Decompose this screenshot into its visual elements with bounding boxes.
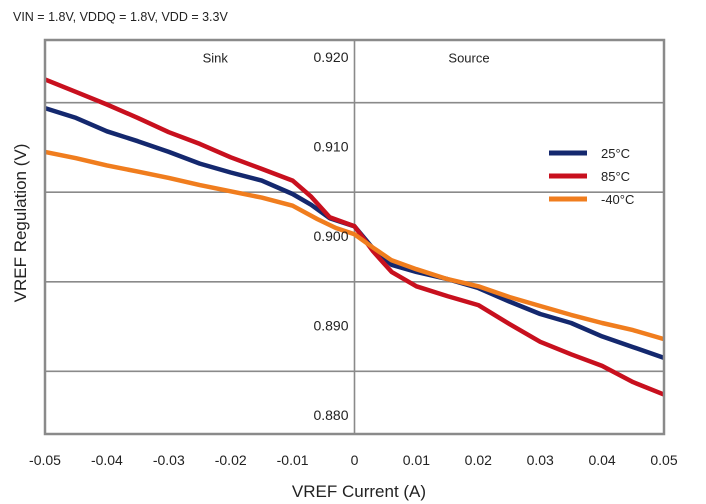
y-tick-label: 0.920 [313,49,348,65]
y-tick-labels: 0.920 0.910 0.900 0.890 0.880 [313,49,348,423]
y-axis-label: VREF Regulation (V) [11,144,30,303]
data-series [44,77,665,397]
series-line [44,77,665,397]
region-annotations: Sink Source [203,50,490,65]
x-tick-label: 0.04 [588,452,615,468]
y-tick-label: 0.910 [313,138,348,154]
x-tick-labels: -0.05 -0.04 -0.03 -0.02 -0.01 0 0.01 0.02 0.03 0.… [29,452,678,468]
x-tick-label: -0.02 [215,452,247,468]
chart-subtitle: VIN = 1.8V, VDDQ = 1.8V, VDD = 3.3V [13,10,228,24]
x-tick-label: -0.01 [277,452,309,468]
annotation-label: Sink [203,50,229,65]
y-tick-label: 0.900 [313,228,348,244]
plot-border [43,38,666,436]
x-tick-label: 0 [351,452,359,468]
x-tick-label: 0.01 [403,452,430,468]
x-tick-label: -0.05 [29,452,61,468]
legend-label: 85°C [601,169,630,184]
y-tick-label: 0.890 [313,318,348,334]
series-line [44,149,665,342]
x-tick-label: 0.03 [527,452,554,468]
plot-frame [43,38,666,436]
legend: 25°C 85°C -40°C [549,146,634,207]
y-tick-label: 0.880 [313,407,348,423]
x-tick-label: 0.02 [465,452,492,468]
x-tick-label: 0.05 [650,452,677,468]
annotation-label: Source [448,50,489,65]
x-axis-label: VREF Current (A) [292,482,426,501]
legend-label: -40°C [601,192,634,207]
x-tick-label: -0.03 [153,452,185,468]
legend-label: 25°C [601,146,630,161]
x-tick-label: -0.04 [91,452,123,468]
